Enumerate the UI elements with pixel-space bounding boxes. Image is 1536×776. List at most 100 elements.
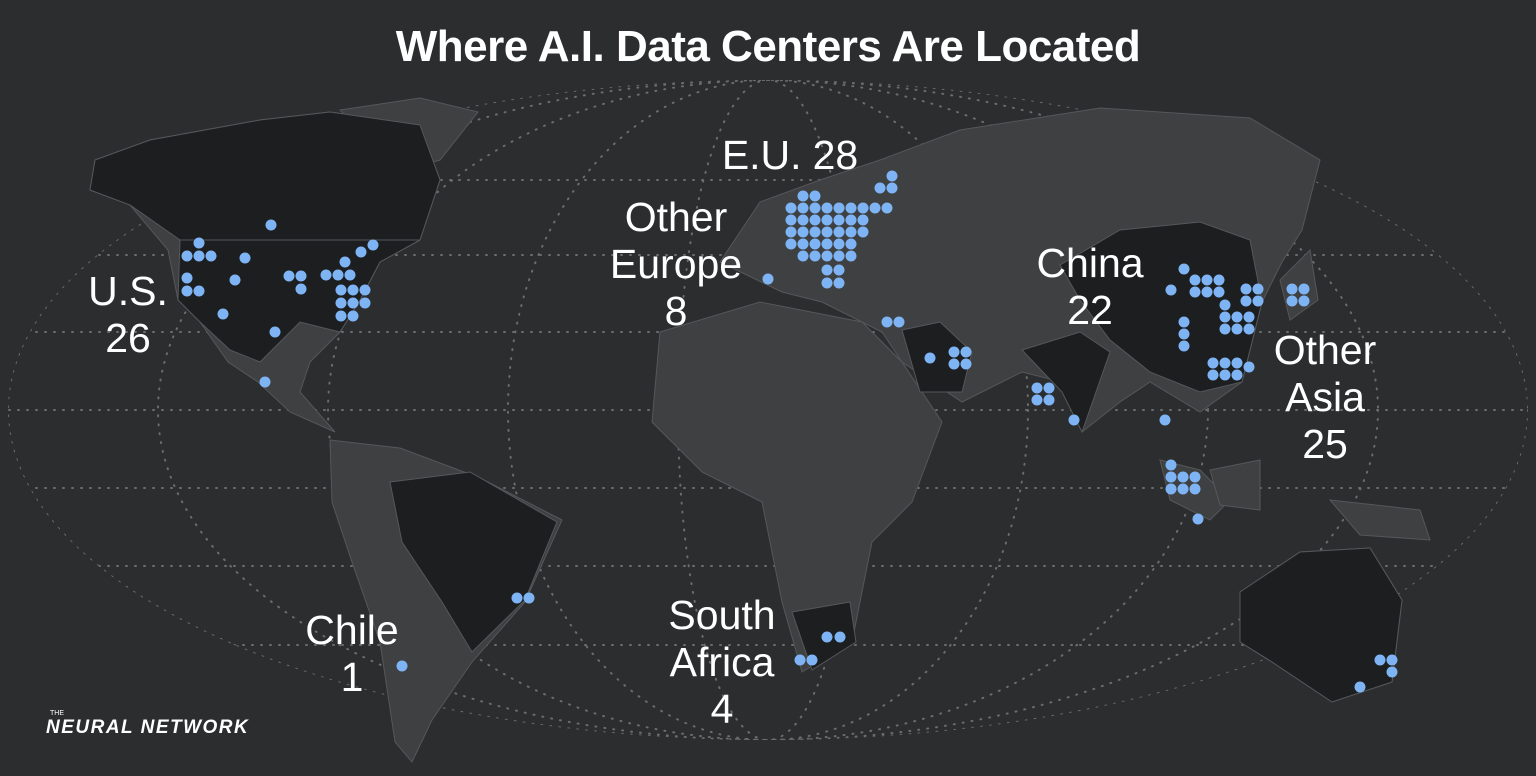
data-center-dot: [344, 269, 356, 281]
data-center-dot: [809, 238, 821, 250]
data-center-dot: [1043, 394, 1055, 406]
data-center-dot: [1177, 483, 1189, 495]
data-center-dot: [821, 202, 833, 214]
data-center-dot: [347, 310, 359, 322]
data-center-dot: [797, 226, 809, 238]
data-center-dot: [809, 226, 821, 238]
data-center-dot: [1231, 357, 1243, 369]
region-name: Other Europe: [609, 194, 743, 287]
data-center-dot: [1178, 316, 1190, 328]
highlighted-countries: [89, 111, 1403, 703]
data-center-dot: [283, 270, 295, 282]
data-center-dot: [1219, 323, 1231, 335]
data-center-dot: [1298, 283, 1310, 295]
data-center-dot: [785, 214, 797, 226]
data-center-dot: [1252, 295, 1264, 307]
data-center-dot: [821, 264, 833, 276]
data-center-dot: [511, 592, 523, 604]
data-center-dot: [1231, 369, 1243, 381]
data-center-dot: [809, 202, 821, 214]
logo-small: THE: [50, 710, 64, 717]
data-center-dot: [265, 219, 277, 231]
data-center-dot: [794, 654, 806, 666]
data-center-dot: [1243, 361, 1255, 373]
data-center-dot: [785, 238, 797, 250]
data-center-dot: [1178, 340, 1190, 352]
data-center-dot: [857, 214, 869, 226]
region-count: 22: [1067, 287, 1113, 333]
data-center-dot: [833, 238, 845, 250]
data-center-dot: [229, 274, 241, 286]
data-center-dot: [797, 190, 809, 202]
data-center-dot: [833, 250, 845, 262]
data-center-dot: [1165, 483, 1177, 495]
data-center-dot: [886, 170, 898, 182]
data-center-dot: [845, 238, 857, 250]
data-center-dot: [1165, 459, 1177, 471]
region-count: 4: [710, 686, 734, 732]
data-center-dot: [948, 346, 960, 358]
data-center-dot: [1043, 382, 1055, 394]
data-center-dot: [332, 269, 344, 281]
data-center-dot: [833, 264, 845, 276]
data-center-dot: [259, 376, 271, 388]
region-name: China: [1036, 240, 1144, 286]
title: Where A.I. Data Centers Are Located: [395, 22, 1141, 71]
data-center-dot: [523, 592, 535, 604]
data-center-dot: [1286, 295, 1298, 307]
data-center-dot: [320, 269, 332, 281]
data-center-dot: [821, 277, 833, 289]
data-center-dot: [1219, 299, 1231, 311]
data-center-dot: [948, 358, 960, 370]
data-center-dot: [1219, 369, 1231, 381]
region-label: Other Asia 25: [1260, 327, 1390, 468]
data-center-dot: [857, 226, 869, 238]
region-name: Other Asia: [1273, 327, 1377, 420]
data-center-dot: [1298, 295, 1310, 307]
data-center-dot: [1189, 471, 1201, 483]
data-center-dot: [1177, 471, 1189, 483]
region-label: E.U. 28: [690, 132, 890, 179]
data-center-dot: [1192, 513, 1204, 525]
data-center-dot: [869, 202, 881, 214]
data-center-dot: [762, 273, 774, 285]
data-center-dot: [1165, 471, 1177, 483]
region-label: Chile 1: [292, 607, 412, 701]
data-center-dot: [1213, 286, 1225, 298]
data-center-dot: [367, 239, 379, 251]
data-center-dot: [1354, 681, 1366, 693]
region-name: South Africa: [668, 592, 776, 685]
data-center-dot: [806, 654, 818, 666]
data-center-dot: [396, 660, 408, 672]
data-center-dot: [1068, 414, 1080, 426]
data-center-dot: [845, 226, 857, 238]
data-center-dot: [881, 202, 893, 214]
data-center-dot: [833, 214, 845, 226]
data-center-dot: [797, 238, 809, 250]
region-label: China 22: [1020, 240, 1160, 334]
data-center-dot: [1159, 414, 1171, 426]
data-center-dot: [1031, 382, 1043, 394]
data-center-dot: [193, 285, 205, 297]
data-center-dot: [1201, 286, 1213, 298]
region-count: 1: [340, 654, 364, 700]
data-center-dot: [797, 202, 809, 214]
data-center-dot: [359, 297, 371, 309]
data-center-dot: [1231, 311, 1243, 323]
data-center-dot: [269, 326, 281, 338]
data-center-dot: [1286, 283, 1298, 295]
logo-text: NEURAL NETWORK: [46, 717, 250, 738]
data-center-dot: [181, 250, 193, 262]
data-center-dot: [339, 256, 351, 268]
data-center-dot: [359, 284, 371, 296]
data-center-dot: [960, 346, 972, 358]
data-center-dot: [1231, 323, 1243, 335]
data-center-dot: [1201, 274, 1213, 286]
data-center-dot: [845, 202, 857, 214]
data-center-dot: [295, 270, 307, 282]
data-center-dot: [881, 316, 893, 328]
region-count: 25: [1302, 421, 1348, 467]
data-center-dot: [809, 214, 821, 226]
